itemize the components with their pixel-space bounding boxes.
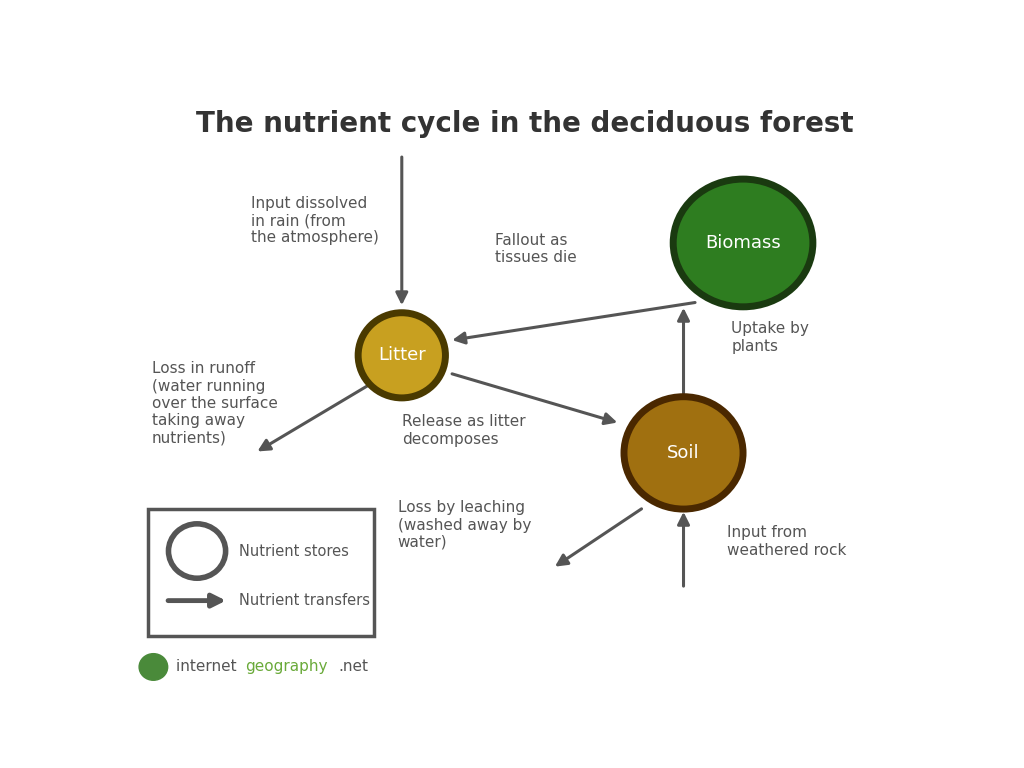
Text: Litter: Litter: [378, 346, 426, 364]
Ellipse shape: [624, 397, 743, 509]
Text: The nutrient cycle in the deciduous forest: The nutrient cycle in the deciduous fore…: [196, 110, 854, 138]
Text: Nutrient transfers: Nutrient transfers: [240, 593, 370, 608]
Text: internet: internet: [176, 660, 241, 674]
Text: Release as litter
decomposes: Release as litter decomposes: [401, 415, 525, 447]
Ellipse shape: [169, 524, 225, 578]
Ellipse shape: [673, 179, 813, 307]
Text: geography: geography: [246, 660, 328, 674]
Text: Nutrient stores: Nutrient stores: [240, 544, 349, 558]
Text: Fallout as
tissues die: Fallout as tissues die: [495, 233, 577, 265]
Text: Loss by leaching
(washed away by
water): Loss by leaching (washed away by water): [397, 500, 531, 550]
Text: Soil: Soil: [668, 444, 699, 462]
Text: Loss in runoff
(water running
over the surface
taking away
nutrients): Loss in runoff (water running over the s…: [152, 361, 278, 446]
Ellipse shape: [358, 313, 445, 398]
FancyBboxPatch shape: [147, 509, 374, 636]
Text: Biomass: Biomass: [706, 234, 781, 252]
Text: Input from
weathered rock: Input from weathered rock: [727, 525, 847, 558]
Text: Uptake by
plants: Uptake by plants: [731, 321, 809, 354]
Text: .net: .net: [338, 660, 369, 674]
Ellipse shape: [139, 654, 168, 680]
Text: Input dissolved
in rain (from
the atmosphere): Input dissolved in rain (from the atmosp…: [251, 196, 379, 246]
